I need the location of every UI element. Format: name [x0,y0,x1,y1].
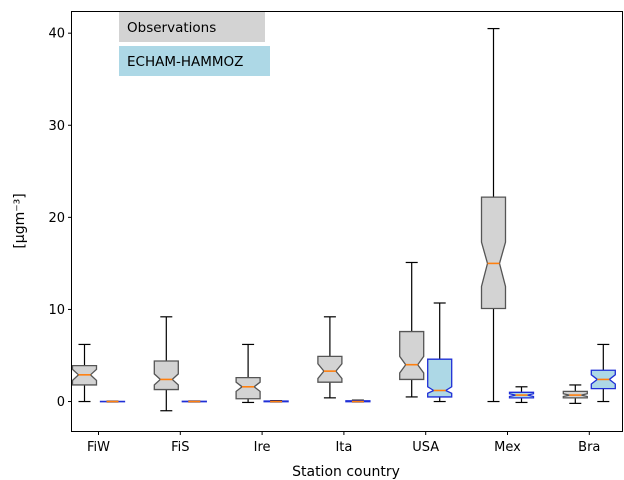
box-body [480,196,507,310]
box-observations-bra [562,384,588,404]
box-model-mex [508,386,535,404]
y-tick-label: 30 [48,119,65,134]
x-tick-label: Ire [254,440,271,455]
box-body [235,376,261,400]
x-tick-label: Bra [578,440,600,455]
box-model-ita [345,399,371,403]
box-observations-ita [317,316,343,399]
y-tick-label: 10 [48,303,65,318]
x-tick-label: Mex [494,440,521,455]
y-tick-label: 0 [57,395,65,410]
box-body [153,360,179,391]
box-model-fis [181,400,207,403]
box-model-bra [590,343,616,403]
y-tick-label: 40 [48,27,65,42]
legend-box-model [119,46,270,76]
box-body [399,330,425,381]
plot-area [71,27,616,412]
y-tick-label: 20 [48,211,65,226]
box-observations-mex [480,27,507,403]
x-axis: FiW FiS Ire Ita USA Mex Bra [87,431,600,455]
box-model-ire [263,400,289,403]
legend-label-observations: Observations [127,20,216,36]
legend: Observations ECHAM-HAMMOZ [119,12,270,76]
x-axis-label: Station country [292,464,400,480]
legend-box-observations [119,12,265,42]
box-observations-ire [235,343,261,404]
y-axis-label: [µgm⁻³] [12,193,28,248]
legend-label-model: ECHAM-HAMMOZ [127,54,243,70]
plot-frame [71,11,623,432]
x-tick-label: FiW [87,440,110,455]
box-model-usa [427,302,453,403]
x-tick-label: USA [412,440,439,455]
box-observations-fiw [71,343,98,403]
box-observations-fis [153,316,179,412]
x-tick-label: FiS [171,440,189,455]
box-body [427,358,453,398]
x-tick-label: Ita [335,440,352,455]
y-axis: 0 10 20 30 40 [48,27,72,410]
box-body [317,355,343,383]
box-observations-usa [399,261,425,398]
box-model-fiw [99,400,126,403]
